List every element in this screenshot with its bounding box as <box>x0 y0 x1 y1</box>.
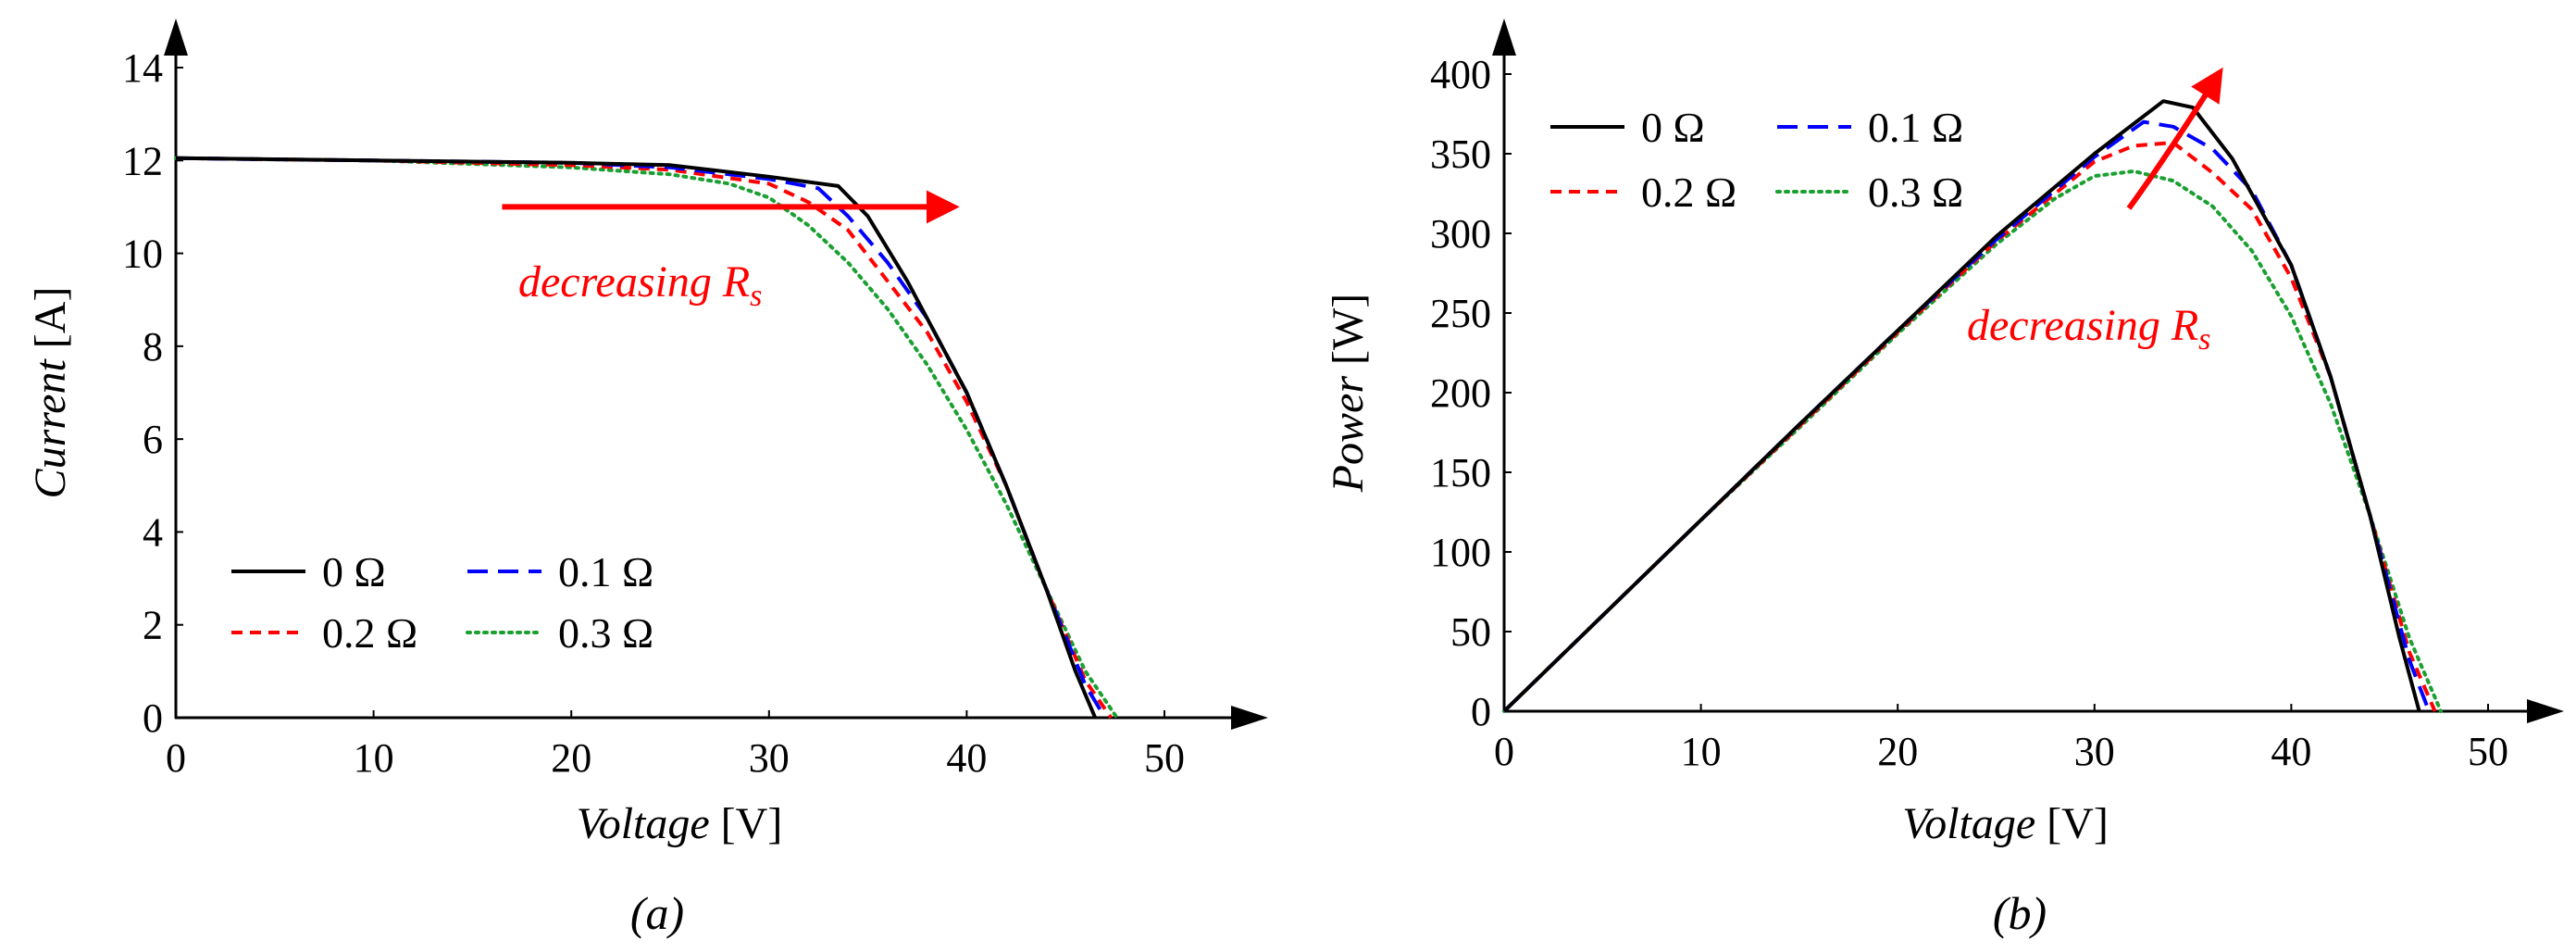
y-tick-label: 10 <box>122 232 163 277</box>
y-tick-label: 150 <box>1430 450 1491 495</box>
legend-label: 0.2 Ω <box>322 609 417 657</box>
x-tick-label: 0 <box>166 735 186 781</box>
x-tick-label: 40 <box>946 735 987 781</box>
y-tick-label: 6 <box>143 417 163 462</box>
chart-power-vs-voltage: 0 10 20 30 40 50 0 50 100 150 200 250 300 350 400 Volta… <box>1324 19 2564 939</box>
y-tick-label: 8 <box>143 324 163 370</box>
x-tick-label: 20 <box>1877 729 1918 774</box>
figure-caption: (b) <box>1993 887 2047 939</box>
y-tick-label: 2 <box>143 603 163 648</box>
x-tick-label: 10 <box>354 735 394 781</box>
annotation-text: decreasing <box>1967 301 2172 350</box>
annotation-decreasing-rs: decreasing Rs <box>1967 301 2210 357</box>
x-axis-label-name: Voltage <box>1902 799 2035 848</box>
x-tick-label: 50 <box>2468 729 2508 774</box>
x-tick-label: 50 <box>1144 735 1185 781</box>
chart-current-vs-voltage: 0 10 20 30 40 50 0 2 4 6 8 10 12 14 Voltage [V] Current… <box>26 19 1268 939</box>
x-axis-arrowhead <box>2527 699 2564 723</box>
series-line-0p3ohm <box>174 156 1119 720</box>
y-tick-label: 400 <box>1430 52 1491 97</box>
y-tick-label: 0 <box>1471 689 1491 734</box>
x-tick-label: 20 <box>551 735 591 781</box>
annotation-symbol: R <box>722 257 750 307</box>
y-axis-label-name: Power <box>1324 376 1373 494</box>
y-tick-label: 50 <box>1450 609 1491 655</box>
legend-label: 0.3 Ω <box>1868 169 1963 216</box>
y-tick-label: 300 <box>1430 211 1491 257</box>
x-tick-label: 40 <box>2271 729 2311 774</box>
x-axis-label: Voltage [V] <box>577 799 783 848</box>
y-tick-label: 4 <box>143 509 163 555</box>
x-tick-label: 30 <box>2074 729 2115 774</box>
y-axis-label: Power [W] <box>1324 294 1373 494</box>
annotation-arrow <box>2126 67 2223 210</box>
legend-label: 0.1 Ω <box>558 548 653 595</box>
y-axis-label-unit: [A] <box>26 287 75 360</box>
x-tick-label: 10 <box>1681 729 1722 774</box>
y-tick-label: 250 <box>1430 291 1491 336</box>
x-axis-label-unit: [V] <box>710 799 783 848</box>
annotation-subscript: s <box>2198 322 2210 357</box>
annotation-symbol: R <box>2171 301 2198 350</box>
x-tick-label: 0 <box>1494 729 1514 774</box>
y-tick-label: 200 <box>1430 370 1491 416</box>
x-axis-label-name: Voltage <box>577 799 710 848</box>
figure-caption: (a) <box>630 887 684 939</box>
y-axis-arrowhead <box>164 19 188 56</box>
legend-label: 0.3 Ω <box>558 609 653 657</box>
legend-label: 0.1 Ω <box>1868 104 1963 151</box>
legend-label: 0.2 Ω <box>1641 169 1736 216</box>
y-tick-label: 12 <box>122 138 163 183</box>
series-line-0p2ohm <box>1502 141 2437 713</box>
series-line-0ohm <box>175 156 1098 719</box>
x-axis-label-unit: [V] <box>2035 799 2109 848</box>
annotation-subscript: s <box>750 279 762 313</box>
annotation-text: decreasing <box>518 257 723 307</box>
series-line-0p3ohm <box>1502 169 2443 713</box>
x-axis-arrowhead <box>1231 706 1268 730</box>
y-tick-label: 0 <box>143 695 163 741</box>
series-line-0ohm <box>1502 99 2421 713</box>
x-axis-label: Voltage [V] <box>1902 799 2109 848</box>
y-axis-label: Current [A] <box>26 287 75 499</box>
y-tick-label: 14 <box>122 45 163 91</box>
annotation-decreasing-rs: decreasing Rs <box>518 257 762 313</box>
y-axis-label-name: Current <box>26 358 75 499</box>
y-axis-label-unit: [W] <box>1324 294 1373 376</box>
x-tick-label: 30 <box>749 735 790 781</box>
y-tick-label: 350 <box>1430 132 1491 177</box>
y-tick-label: 100 <box>1430 530 1491 575</box>
legend-label: 0 Ω <box>322 548 386 595</box>
legend-label: 0 Ω <box>1641 104 1705 151</box>
y-axis-arrowhead <box>1492 19 1516 56</box>
